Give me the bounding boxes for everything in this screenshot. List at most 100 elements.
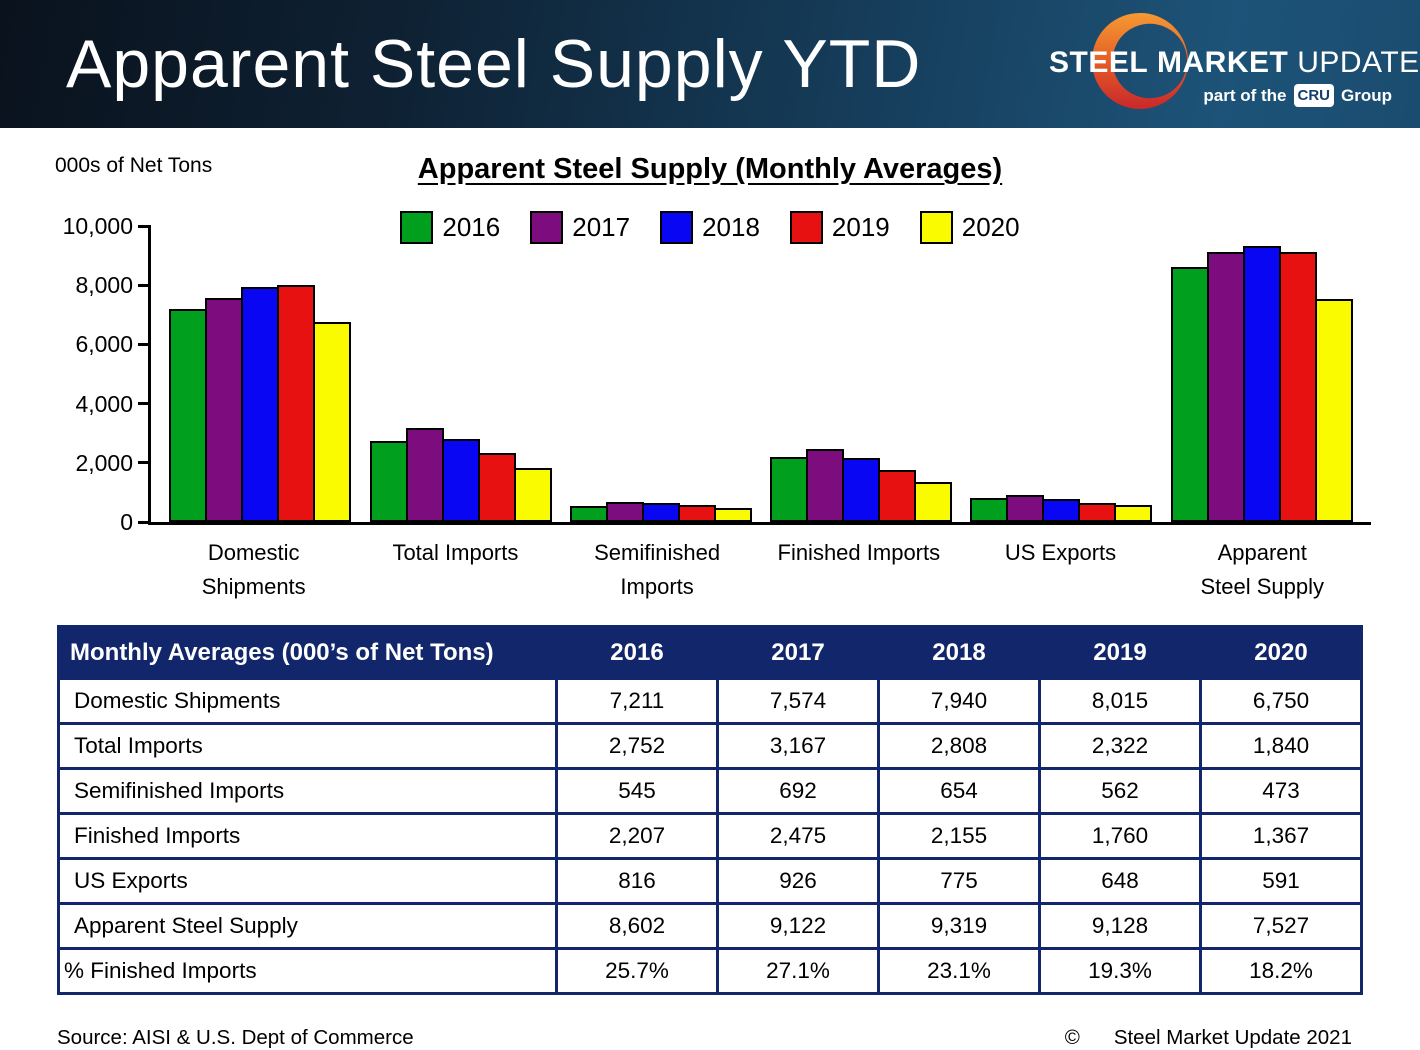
table-header-year: 2019	[1038, 625, 1202, 680]
source-note: Source: AISI & U.S. Dept of Commerce	[57, 1026, 414, 1049]
legend-label: 2016	[442, 212, 501, 242]
table-row-label: Apparent Steel Supply	[57, 902, 558, 950]
y-axis-tick-label: 6,000	[75, 331, 133, 358]
bar-2019	[277, 285, 316, 522]
table-cell-value: 648	[1038, 857, 1202, 905]
table-cell-value: 1,367	[1199, 812, 1363, 860]
bar-2016	[369, 441, 408, 522]
logo-tagline: part of the CRU Group	[1203, 84, 1392, 107]
table-cell-value: 2,475	[716, 812, 880, 860]
bar-2020	[513, 468, 552, 522]
bar-group-6	[1170, 246, 1353, 522]
x-axis-category-label: Domestic Shipments	[201, 540, 306, 599]
legend-label: 2017	[572, 212, 631, 242]
x-axis-category-label: US Exports	[1004, 540, 1117, 565]
table-cell-value: 562	[1038, 767, 1202, 815]
x-axis-category-label: Apparent Steel Supply	[1200, 540, 1324, 599]
bar-2018	[1242, 246, 1281, 522]
bar-2018	[641, 503, 680, 522]
bar-group-4	[770, 449, 953, 522]
y-axis-tick-label: 0	[120, 509, 133, 535]
bar-group-2	[369, 428, 552, 522]
y-axis-tick-label: 10,000	[62, 213, 133, 239]
table-cell-value: 545	[555, 767, 719, 815]
table-row: Finished Imports 2,207 2,475 2,155 1,760 1,36…	[57, 812, 1363, 860]
cru-badge: CRU	[1293, 84, 1334, 107]
table-cell-value: 926	[716, 857, 880, 905]
table-cell-value: 1,840	[1199, 722, 1363, 770]
bar-2016	[169, 309, 208, 522]
chart-title: Apparent Steel Supply (Monthly Averages)	[417, 153, 1003, 185]
tagline-prefix: part of the	[1203, 85, 1287, 105]
bar-2018	[441, 439, 480, 522]
table-cell-value: 3,167	[716, 722, 880, 770]
bar-2017	[1006, 495, 1045, 522]
bar-2019	[1278, 252, 1317, 522]
table-cell-value: 591	[1199, 857, 1363, 905]
table-row: Domestic Shipments 7,211 7,574 7,940 8,015 6,…	[57, 677, 1363, 725]
legend-swatch-icon	[660, 211, 694, 244]
table-row-label: Domestic Shipments	[57, 677, 558, 725]
logo-update: UPDATE	[1297, 46, 1420, 79]
table-row: Apparent Steel Supply 8,602 9,122 9,319 9,12…	[57, 902, 1363, 950]
legend-label: 2020	[961, 212, 1020, 242]
table-cell-value: 816	[555, 857, 719, 905]
bar-group-5	[970, 495, 1153, 522]
copyright-text: Steel Market Update 2021	[1113, 1026, 1352, 1049]
table-row: Semifinished Imports 545 692 654 562 473	[57, 767, 1363, 815]
bar-2019	[878, 470, 917, 522]
page-title: Apparent Steel Supply YTD	[66, 26, 922, 102]
legend-label: 2019	[831, 212, 890, 242]
table-header-year: 2020	[1199, 625, 1363, 680]
table-cell-value: 27.1%	[716, 947, 880, 995]
legend-swatch-icon	[919, 211, 953, 244]
logo-market: MARKET	[1157, 46, 1289, 79]
table-header-label: Monthly Averages (000’s of Net Tons)	[57, 625, 558, 680]
table-cell-value: 9,122	[716, 902, 880, 950]
chart-legend: 2016 2017 2018 2019 2020	[0, 211, 1420, 244]
x-axis-labels: Domestic Shipments Total Imports Semifinish…	[148, 536, 1368, 604]
y-axis-tick-mark	[138, 283, 151, 287]
y-axis-tick-mark	[138, 402, 151, 406]
table-cell-value: 23.1%	[877, 947, 1041, 995]
bar-2016	[770, 457, 809, 522]
table-cell-value: 7,574	[716, 677, 880, 725]
chart-plot-area: 0 2,000 4,000 6,000 8,000 10,000	[63, 213, 1371, 535]
x-axis-category-label: Semifinished Imports	[594, 540, 721, 599]
monthly-averages-table: Monthly Averages (000’s of Net Tons) 201…	[57, 625, 1363, 995]
bar-2018	[1042, 499, 1081, 522]
y-axis-tick-label: 8,000	[75, 272, 133, 299]
table-cell-value: 7,211	[555, 677, 719, 725]
copyright-note: © Steel Market Update 2021	[1065, 1026, 1352, 1050]
legend-swatch-icon	[530, 211, 564, 244]
table-cell-value: 2,322	[1038, 722, 1202, 770]
y-axis-units-label: 000s of Net Tons	[55, 154, 213, 177]
bar-2017	[205, 298, 244, 522]
bar-2019	[1078, 503, 1117, 522]
bar-2019	[677, 505, 716, 522]
crescent-moon-icon	[1091, 12, 1189, 110]
table-cell-value: 25.7%	[555, 947, 719, 995]
bar-2020	[1114, 505, 1153, 522]
y-axis-tick-mark	[138, 520, 151, 524]
logo-wordmark: STEEL MARKET UPDATE	[1049, 46, 1419, 80]
bar-2020	[713, 508, 752, 522]
logo-steel: STEEL	[1049, 46, 1149, 79]
legend-item-2020: 2020	[919, 211, 1020, 244]
bar-2019	[477, 453, 516, 522]
smu-logo: STEEL MARKET UPDATE part of the CRU Grou…	[1049, 6, 1419, 122]
table-cell-value: 473	[1199, 767, 1363, 815]
table-row-label: Semifinished Imports	[57, 767, 558, 815]
legend-label: 2018	[702, 212, 760, 242]
legend-item-2016: 2016	[400, 211, 500, 244]
legend-item-2018: 2018	[660, 211, 760, 244]
table-row: % Finished Imports 25.7% 27.1% 23.1% 19.3% 18…	[57, 947, 1363, 995]
table-cell-value: 2,155	[877, 812, 1041, 860]
table-cell-value: 7,940	[877, 677, 1041, 725]
bar-2020	[1314, 299, 1353, 522]
table-cell-value: 19.3%	[1038, 947, 1202, 995]
y-axis-tick-label: 2,000	[75, 449, 133, 476]
table-cell-value: 692	[716, 767, 880, 815]
bar-2017	[806, 449, 845, 522]
legend-item-2019: 2019	[789, 211, 890, 244]
